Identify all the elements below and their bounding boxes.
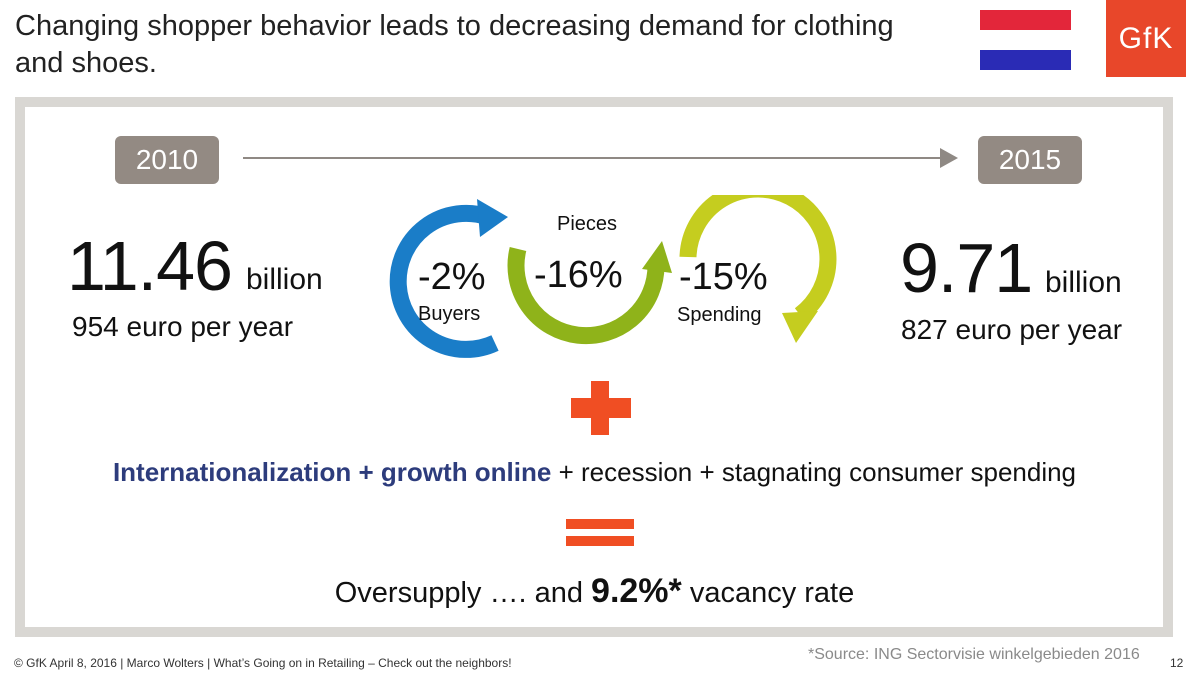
content-panel [15,97,1173,637]
result-suffix: vacancy rate [681,577,855,609]
footer-text: © GfK April 8, 2016 | Marco Wolters | Wh… [14,656,512,670]
spending-change-value: -15% [679,256,768,298]
source-note: *Source: ING Sectorvisie winkelgebieden … [808,646,1140,663]
decline-cycles-graphic [389,195,837,358]
equals-icon-top [566,519,634,529]
gfk-logo: GfK [1106,0,1186,77]
page-number: 12 [1170,656,1184,670]
left-stat-value: 11.46 [67,227,233,305]
left-stat-per-year: 954 euro per year [72,311,294,342]
right-stat-value: 9.71 [900,229,1033,307]
equals-icon [566,536,634,546]
buyers-change-value: -2% [418,256,486,298]
right-stat-unit: billion [1045,266,1122,299]
buyers-cycle-arrow-icon [389,199,508,358]
drivers-line: Internationalization + growth online + r… [0,457,1189,488]
timeline-arrow-line [243,157,955,159]
buyers-label: Buyers [418,303,481,325]
drivers-rest: + recession + stagnating consumer spendi… [551,457,1077,487]
pieces-cycle-arrow-icon [507,241,672,345]
spending-label: Spending [677,304,762,326]
result-prefix: Oversupply …. and [334,577,592,609]
left-stat-unit: billion [246,263,323,296]
start-year-badge: 2010 [115,136,219,184]
pieces-label: Pieces [557,213,618,235]
spending-cycle-arrow-icon [679,195,837,343]
plus-icon [571,398,631,418]
right-stat-per-year: 827 euro per year [901,314,1123,345]
end-year-badge: 2015 [978,136,1082,184]
result-line: Oversupply …. and 9.2%* vacancy rate [0,572,1189,611]
vacancy-rate-value: 9.2%* [591,572,682,610]
pieces-change-value: -16% [534,254,623,296]
timeline-arrow-head-icon [940,148,958,168]
drivers-highlight: Internationalization + growth online [112,457,552,487]
slide-title: Changing shopper behavior leads to decre… [15,10,894,79]
netherlands-flag-icon [980,10,1071,70]
